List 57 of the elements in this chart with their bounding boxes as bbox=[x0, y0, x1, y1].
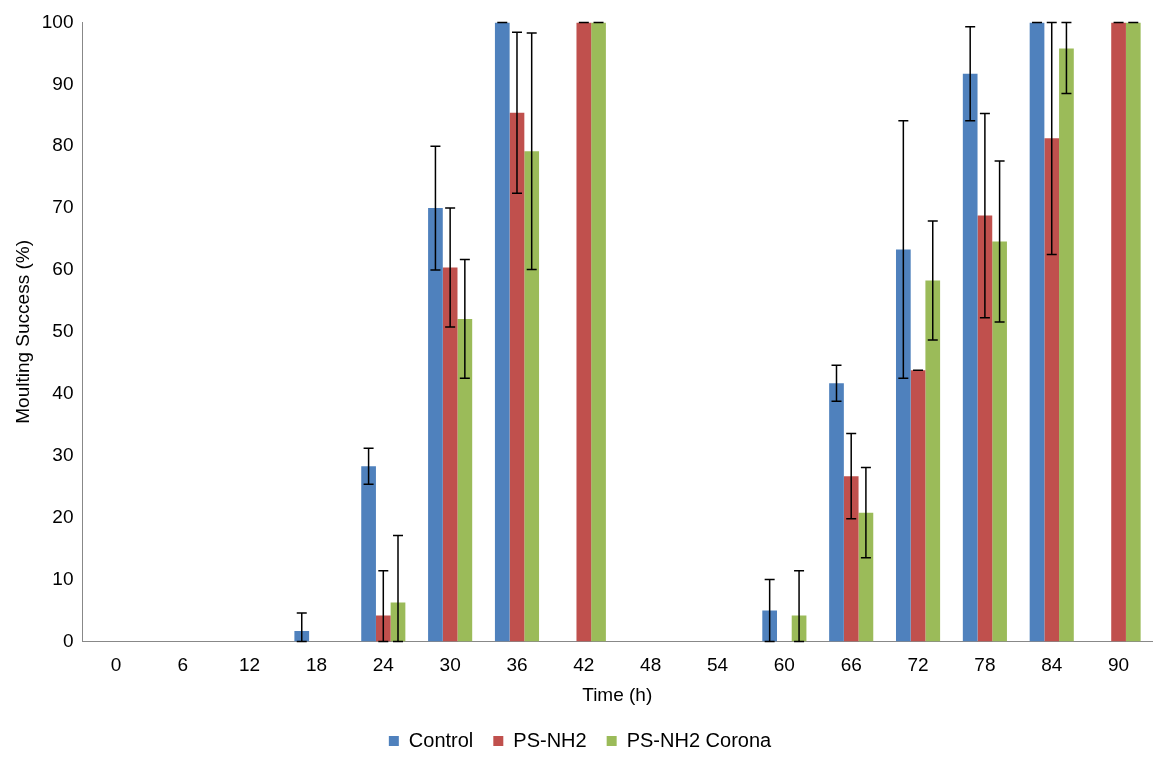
bar bbox=[1111, 22, 1126, 642]
x-tick-label: 90 bbox=[1108, 654, 1130, 676]
y-tick-label: 20 bbox=[52, 505, 74, 527]
bar bbox=[895, 249, 911, 642]
bar bbox=[962, 73, 978, 642]
y-tick-label: 80 bbox=[52, 134, 74, 156]
x-tick-label: 60 bbox=[773, 654, 795, 676]
x-axis-title: Time (h) bbox=[582, 683, 653, 705]
x-tick-label: 36 bbox=[506, 654, 528, 676]
bar bbox=[375, 615, 391, 642]
x-tick-label: 66 bbox=[840, 654, 862, 676]
bar bbox=[992, 241, 1007, 642]
bar bbox=[843, 476, 859, 642]
bar bbox=[509, 112, 525, 642]
y-tick-label: 100 bbox=[41, 10, 74, 32]
x-tick-label: 6 bbox=[177, 654, 189, 676]
x-tick-label: 42 bbox=[573, 654, 595, 676]
x-tick-label: 12 bbox=[239, 654, 261, 676]
bar bbox=[442, 267, 458, 642]
x-tick-label: 84 bbox=[1041, 654, 1063, 676]
x-tick-label: 18 bbox=[305, 654, 328, 676]
y-tick-label: 50 bbox=[52, 320, 74, 342]
bar bbox=[925, 280, 941, 642]
legend-label: PS-NH2 bbox=[513, 728, 587, 751]
x-tick-label: 0 bbox=[110, 654, 122, 676]
bar bbox=[591, 22, 606, 642]
x-tick-label: 78 bbox=[974, 654, 996, 676]
y-tick-label: 0 bbox=[62, 629, 74, 651]
bar bbox=[977, 215, 993, 642]
x-tick-label: 30 bbox=[439, 654, 461, 676]
bar bbox=[428, 208, 443, 642]
bar bbox=[910, 370, 926, 642]
x-tick-label: 72 bbox=[907, 654, 929, 676]
bar bbox=[1044, 138, 1060, 642]
bar bbox=[576, 22, 592, 642]
x-tick-label: 24 bbox=[372, 654, 395, 676]
y-tick-label: 60 bbox=[52, 258, 74, 280]
y-tick-label: 30 bbox=[52, 443, 74, 465]
bar bbox=[457, 318, 473, 642]
y-tick-label: 40 bbox=[52, 382, 74, 404]
bar bbox=[762, 610, 778, 642]
x-tick-label: 54 bbox=[706, 654, 729, 676]
bar bbox=[524, 151, 540, 642]
bar bbox=[1029, 22, 1045, 642]
y-tick-label: 90 bbox=[52, 72, 74, 94]
bar bbox=[361, 466, 376, 642]
bar bbox=[1125, 22, 1141, 642]
y-axis-title: Moulting Success (%) bbox=[11, 240, 33, 424]
legend-label: Control bbox=[408, 728, 474, 751]
bar bbox=[494, 22, 510, 642]
x-tick-label: 48 bbox=[640, 654, 662, 676]
y-tick-label: 10 bbox=[52, 567, 74, 589]
bar bbox=[829, 383, 844, 642]
bar bbox=[1059, 48, 1074, 642]
bar bbox=[294, 630, 310, 642]
legend-label: PS-NH2 Corona bbox=[626, 728, 773, 751]
y-tick-label: 70 bbox=[52, 196, 74, 218]
